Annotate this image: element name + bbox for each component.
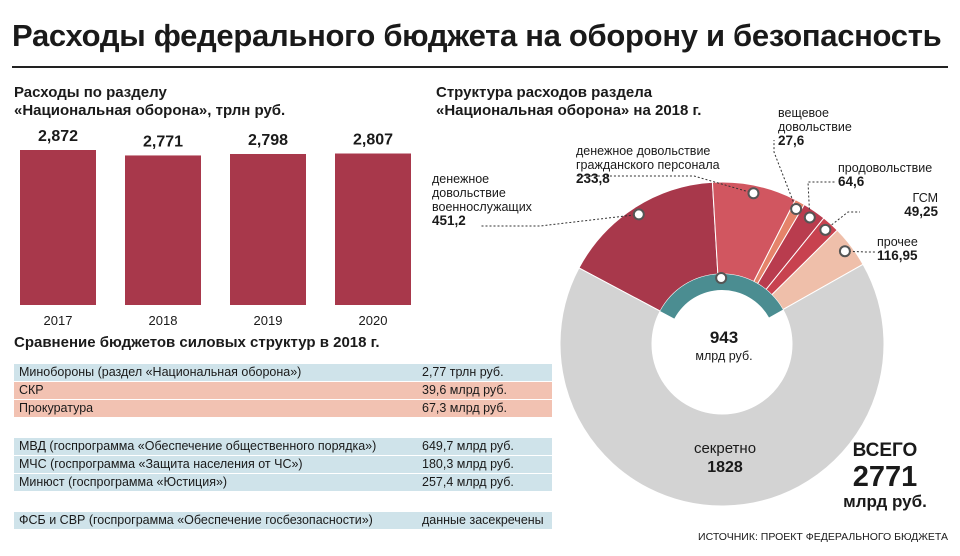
- open-subtotal-ring: [660, 274, 783, 319]
- comparison-row-name: ФСБ и СВР (госпрограмма «Обеспечение гос…: [19, 513, 373, 527]
- bar-value-label: 2,771: [143, 133, 183, 150]
- leader-marker-dot: [838, 245, 851, 258]
- slice-label-other-value: 116,95: [877, 248, 918, 263]
- donut-chart-title-line2: «Национальная оборона» на 2018 г.: [436, 102, 702, 119]
- leader-line: [480, 213, 639, 227]
- bar-2019: [230, 153, 306, 305]
- comparison-row: МВД (госпрограмма «Обеспечение обществен…: [14, 438, 552, 455]
- comparison-row: МЧС (госпрограмма «Защита населения от Ч…: [14, 456, 552, 473]
- leader-line: [773, 140, 797, 210]
- comparison-row: Минюст (госпрограмма «Юстиция») 257,4 млр…: [14, 474, 552, 491]
- comparison-row-value: 39,6 млрд руб.: [422, 383, 507, 397]
- bar-category-label: 2017: [44, 313, 73, 328]
- slice-label-military: денежное довольствие военнослужащих 451,…: [432, 172, 542, 228]
- bar-chart-title-line1: Расходы по разделу: [14, 84, 167, 101]
- comparison-row: ФСБ и СВР (госпрограмма «Обеспечение гос…: [14, 512, 552, 529]
- comparison-row-value: 2,77 трлн руб.: [422, 365, 504, 379]
- slice-label-other-text: прочее: [877, 235, 918, 249]
- secret-value: 1828: [707, 459, 743, 476]
- slice-label-fuel: ГСМ 49,25: [860, 191, 938, 219]
- comparison-row-value: 67,3 млрд руб.: [422, 401, 507, 415]
- comparison-row: СКР 39,6 млрд руб.: [14, 382, 552, 399]
- total-label: ВСЕГО: [852, 440, 918, 461]
- total-unit: млрд руб.: [843, 492, 927, 511]
- bar-chart-title: Расходы по разделу «Национальная оборона…: [14, 84, 285, 120]
- title-rule: [12, 66, 948, 68]
- slice-label-civil-value: 233,8: [576, 171, 610, 186]
- slice-label-fuel-value: 49,25: [904, 204, 938, 219]
- bar-chart: 2,872 2017 2,771 2018 2,798 2019 2,807 2020: [20, 128, 411, 328]
- leader-marker-dot: [632, 208, 645, 221]
- bar-value-label: 2,807: [353, 132, 393, 149]
- comparison-row-value: 180,3 млрд руб.: [422, 457, 514, 471]
- total-block: ВСЕГО 2771 млрд руб.: [830, 440, 940, 512]
- slice-label-fuel-text: ГСМ: [912, 191, 938, 205]
- donut-center: 943 млрд руб.: [664, 328, 784, 364]
- slice-label-clothing: вещевое довольствие 27,6: [778, 106, 860, 148]
- leader-marker-dot: [819, 223, 832, 236]
- comparison-row-name: Минобороны (раздел «Национальная оборона…: [19, 365, 302, 379]
- subtotal-marker-dot: [715, 272, 728, 285]
- slice-label-civil: денежное довольствие гражданского персон…: [576, 144, 736, 186]
- source-note: ИСТОЧНИК: ПРОЕКТ ФЕДЕРАЛЬНОГО БЮДЖЕТА: [698, 531, 948, 543]
- open-subtotal-value: 943: [709, 328, 739, 347]
- comparison-row: Минобороны (раздел «Национальная оборона…: [14, 364, 552, 381]
- donut-chart-title: Структура расходов раздела «Национальная…: [436, 84, 701, 120]
- bar-category-label: 2019: [254, 313, 283, 328]
- slice-label-clothing-text: вещевое довольствие: [778, 106, 852, 134]
- slice-label-military-text: денежное довольствие военнослужащих: [432, 172, 532, 214]
- comparison-row-value: данные засекречены: [422, 513, 544, 527]
- comparison-row-name: МЧС (госпрограмма «Защита населения от Ч…: [19, 457, 303, 471]
- slice-label-other: прочее 116,95: [877, 235, 918, 263]
- bar-value-label: 2,872: [38, 128, 78, 145]
- bar-2017: [20, 150, 96, 305]
- slice-label-civil-text: денежное довольствие гражданского персон…: [576, 144, 720, 172]
- donut-chart-title-line1: Структура расходов раздела: [436, 84, 653, 101]
- open-subtotal-unit: млрд руб.: [695, 349, 753, 363]
- leader-marker-dot: [803, 211, 816, 224]
- leader-line: [825, 211, 860, 231]
- bar-2020: [335, 153, 411, 305]
- slice-label-food-value: 64,6: [838, 174, 865, 189]
- slice-secret: [559, 263, 885, 507]
- secret-text: секретно: [693, 440, 757, 457]
- slice-label-food: продовольствие 64,6: [838, 161, 932, 189]
- comparison-row-name: Минюст (госпрограмма «Юстиция»): [19, 475, 228, 489]
- bar-value-label: 2,798: [248, 132, 288, 149]
- comparison-row: Прокуратура 67,3 млрд руб.: [14, 400, 552, 417]
- comparison-row-name: СКР: [19, 383, 44, 397]
- bar-category-label: 2020: [359, 313, 388, 328]
- leader-line: [576, 175, 754, 194]
- comparison-title: Сравнение бюджетов силовых структур в 20…: [14, 334, 380, 351]
- slice-label-clothing-value: 27,6: [778, 133, 805, 148]
- leader-line: [844, 250, 876, 253]
- bar-2018: [125, 155, 201, 305]
- leader-marker-dot: [747, 187, 760, 200]
- bar-category-label: 2018: [149, 313, 178, 328]
- comparison-row-value: 649,7 млрд руб.: [422, 439, 514, 453]
- leader-marker-dot: [790, 203, 803, 216]
- comparison-row-name: МВД (госпрограмма «Обеспечение обществен…: [19, 439, 377, 453]
- comparison-row-name: Прокуратура: [19, 401, 94, 415]
- bar-chart-title-line2: «Национальная оборона», трлн руб.: [14, 102, 286, 119]
- comparison-row-value: 257,4 млрд руб.: [422, 475, 514, 489]
- total-value: 2771: [852, 461, 918, 493]
- page-title: Расходы федерального бюджета на оборону …: [12, 18, 942, 53]
- slice-label-food-text: продовольствие: [838, 161, 933, 175]
- secret-label: секретно 1828: [660, 440, 790, 478]
- slice-label-military-value: 451,2: [432, 213, 466, 228]
